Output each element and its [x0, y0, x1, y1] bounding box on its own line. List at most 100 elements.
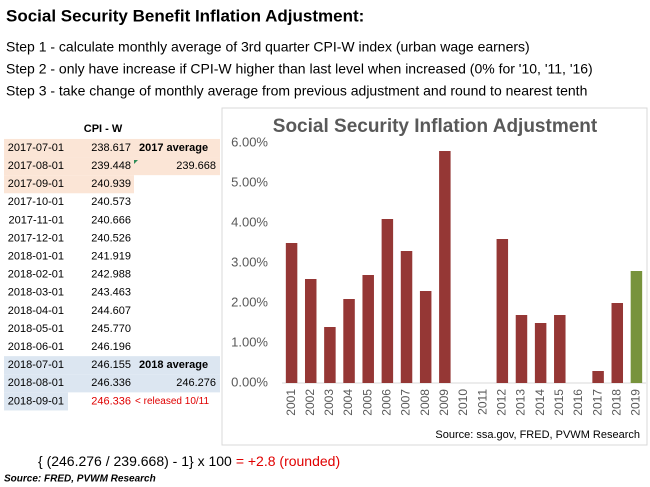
bar — [400, 251, 413, 383]
cpi-cell: 246.336 — [91, 377, 131, 389]
date-cell: 2018-03-01 — [8, 287, 64, 299]
date-cell: 2017-09-01 — [8, 178, 64, 190]
x-tick-label: 2019 — [629, 389, 643, 416]
average-value: 246.276 — [176, 377, 216, 389]
x-tick-label: 2006 — [380, 389, 394, 416]
cpi-cell: 240.939 — [91, 178, 131, 190]
footer-source: Source: FRED, PVWM Research — [4, 474, 156, 485]
x-tick-label: 2007 — [399, 389, 413, 416]
x-tick-label: 2008 — [418, 389, 432, 416]
bar — [534, 323, 547, 383]
cell-highlight — [4, 374, 134, 393]
average-label: 2018 average — [139, 359, 208, 371]
x-tick-label: 2003 — [322, 389, 336, 416]
average-label: 2017 average — [139, 142, 208, 154]
cpi-cell: 243.463 — [91, 287, 131, 299]
cell-highlight — [4, 392, 68, 411]
date-cell: 2017-08-01 — [8, 160, 64, 172]
y-tick-label: 0.00% — [231, 374, 268, 389]
y-tick-label: 2.00% — [231, 294, 268, 309]
y-tick-label: 3.00% — [231, 254, 268, 269]
y-tick-label: 4.00% — [231, 214, 268, 229]
x-tick-label: 2004 — [341, 389, 355, 416]
x-tick-label: 2013 — [514, 389, 528, 416]
cpi-cell: 240.573 — [91, 196, 131, 208]
x-tick-label: 2009 — [437, 389, 451, 416]
y-tick-label: 6.00% — [231, 134, 268, 149]
cpi-cell: 240.526 — [91, 232, 131, 244]
date-cell: 2017-10-01 — [8, 196, 64, 208]
cell-highlight — [4, 175, 134, 194]
step: Step 1 - calculate monthly average of 3r… — [6, 39, 530, 55]
date-cell: 2017-07-01 — [8, 142, 64, 154]
table-header: CPI - W — [84, 123, 123, 135]
bar — [343, 299, 355, 383]
date-cell: 2018-07-01 — [8, 359, 64, 371]
x-tick-label: 2018 — [609, 389, 623, 416]
cpi-cell: 244.607 — [91, 305, 131, 317]
cpi-cell: 246.196 — [91, 341, 131, 353]
comment-marker — [134, 160, 138, 164]
x-tick-label: 2012 — [494, 389, 508, 416]
date-cell: 2017-11-01 — [9, 214, 64, 226]
date-cell: 2018-09-01 — [8, 395, 64, 407]
formula-expression: { (246.276 / 239.668) - 1} x 100 — [38, 453, 232, 469]
date-cell: 2018-02-01 — [8, 269, 64, 281]
bar — [304, 279, 317, 383]
y-tick-label: 5.00% — [231, 174, 268, 189]
date-cell: 2018-01-01 — [8, 251, 64, 263]
bar — [285, 243, 298, 383]
page-title: Social Security Benefit Inflation Adjust… — [6, 6, 364, 25]
cpi-cell: 246.155 — [91, 359, 131, 371]
cpi-cell: 242.988 — [91, 269, 131, 281]
cell-highlight — [134, 356, 220, 375]
x-tick-label: 2015 — [552, 389, 566, 416]
cell-highlight — [4, 356, 134, 375]
y-tick-label: 1.00% — [231, 334, 268, 349]
bar — [496, 239, 509, 383]
cpi-cell: 245.770 — [91, 323, 131, 335]
bar — [381, 219, 394, 383]
bar — [362, 275, 374, 383]
bar — [515, 315, 528, 383]
bar — [324, 327, 336, 383]
formula: { (246.276 / 239.668) - 1} x 100 = +2.8 (… — [38, 453, 340, 469]
average-value: 239.668 — [176, 160, 216, 172]
formula-result: = +2.8 (rounded) — [236, 453, 340, 469]
bar — [439, 151, 451, 383]
bar — [630, 271, 643, 383]
cell-highlight — [134, 157, 220, 176]
bar — [592, 371, 604, 383]
date-cell: 2017-12-01 — [8, 232, 64, 244]
cpi-cell: 246.336 — [91, 395, 131, 407]
cell-highlight — [4, 157, 134, 176]
x-tick-label: 2014 — [533, 389, 547, 416]
x-tick-label: 2002 — [303, 389, 317, 416]
cell-highlight — [134, 374, 220, 393]
x-tick-label: 2001 — [284, 389, 298, 416]
cpi-cell: 241.919 — [91, 251, 131, 263]
x-tick-label: 2017 — [590, 389, 604, 416]
date-cell: 2018-04-01 — [8, 305, 64, 317]
cell-highlight — [4, 138, 134, 158]
cpi-cell: 239.448 — [91, 160, 131, 172]
x-tick-label: 2016 — [571, 389, 585, 416]
date-cell: 2018-08-01 — [8, 377, 64, 389]
bar — [611, 303, 624, 383]
step: Step 3 - take change of monthly average … — [6, 83, 587, 99]
cpi-cell: 240.666 — [91, 214, 131, 226]
cell-highlight — [134, 138, 220, 158]
date-cell: 2018-05-01 — [8, 323, 64, 335]
date-cell: 2018-06-01 — [8, 341, 64, 353]
x-tick-label: 2005 — [360, 389, 374, 416]
chart-title: Social Security Inflation Adjustment — [273, 116, 598, 137]
x-tick-label: 2011 — [475, 389, 489, 415]
cpi-cell: 238.617 — [91, 142, 131, 154]
bar — [419, 291, 432, 383]
chart-source: Source: ssa.gov, FRED, PVWM Research — [435, 429, 640, 441]
bar — [554, 315, 566, 383]
x-tick-label: 2010 — [456, 389, 470, 416]
release-note: < released 10/11 — [135, 396, 209, 407]
step: Step 2 - only have increase if CPI-W hig… — [6, 61, 593, 77]
